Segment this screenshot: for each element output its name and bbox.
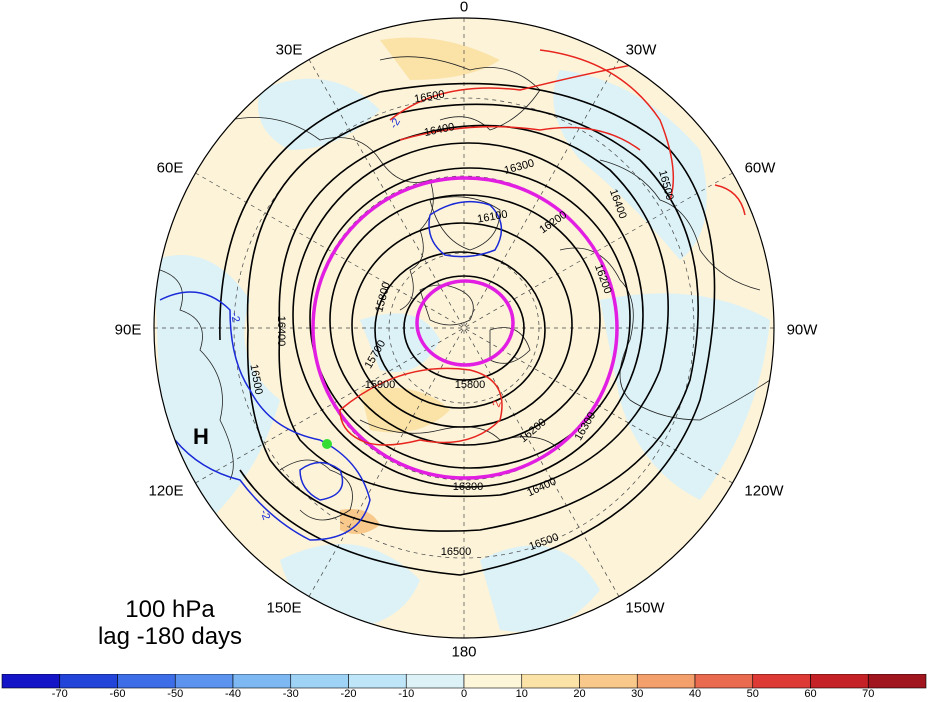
lon-label-30w: 30W — [625, 41, 657, 59]
lon-label-150w: 150W — [625, 599, 665, 617]
highlight-contours — [311, 176, 619, 480]
colorbar — [1, 674, 927, 689]
colorbar-segment — [463, 674, 523, 689]
colorbar-tick-label: 20 — [573, 688, 586, 700]
lon-label-180: 180 — [451, 643, 477, 661]
colorbar-segment — [348, 674, 407, 689]
colorbar-segment — [867, 674, 927, 689]
colorbar-tick-label: 0 — [460, 688, 468, 700]
negative-anomaly-contours — [159, 200, 503, 541]
contour-label: 16500 — [247, 363, 264, 395]
colorbar-segment — [59, 674, 118, 689]
colorbar-segment — [810, 674, 869, 689]
lon-label-60w: 60W — [744, 159, 776, 177]
colorbar-tick-label: -20 — [340, 688, 357, 700]
colorbar-segment — [174, 674, 234, 689]
lon-label-120e: 120E — [148, 482, 184, 500]
lag-caption: lag -180 days — [97, 623, 243, 650]
colorbar-tick-label: -10 — [398, 688, 415, 700]
contour-label: 16100 — [476, 208, 508, 225]
contour-label: -2 — [258, 508, 273, 521]
colorbar-tick-label: 40 — [688, 688, 702, 700]
colorbar-tick-label: -40 — [225, 688, 241, 700]
high-pressure-marker: H — [193, 424, 209, 449]
colorbar-tick-label: -30 — [282, 688, 299, 700]
colorbar-tick-label: 70 — [862, 688, 875, 700]
contour-label: 16300 — [453, 481, 484, 493]
colorbar-tick-label: 50 — [746, 688, 759, 700]
level-caption: 100 hPa — [125, 596, 215, 623]
colorbar-segment — [117, 674, 176, 689]
contour-label: 16400 — [275, 316, 287, 347]
colorbar-segment — [694, 674, 754, 689]
contour-label: 15900 — [365, 379, 396, 391]
colorbar-tick-label: 30 — [631, 688, 644, 700]
contour-label: 2 — [490, 399, 503, 409]
colorbar-segment — [636, 674, 696, 689]
lon-label-60e: 60E — [156, 159, 184, 177]
lon-label-90e: 90E — [114, 321, 142, 339]
colorbar-tick-label: -60 — [109, 688, 126, 700]
colorbar-segment — [521, 674, 580, 689]
colorbar-segment — [752, 674, 811, 689]
colorbar-tick-label: -70 — [51, 688, 68, 700]
lon-label-0: 0 — [459, 0, 469, 16]
colorbar-segment — [290, 674, 349, 689]
contour-label: 16500 — [441, 546, 472, 558]
colorbar-segment — [405, 674, 465, 689]
lon-label-90w: 90W — [786, 321, 818, 339]
colorbar-tick-label: -50 — [167, 688, 184, 700]
location-marker — [322, 439, 332, 449]
colorbar-tick-label: 10 — [515, 688, 528, 700]
contour-label: 16500 — [413, 88, 445, 105]
lon-label-30e: 30E — [275, 41, 303, 59]
lon-label-120w: 120W — [744, 482, 784, 500]
contour-label: -2 — [228, 312, 242, 324]
map-border — [153, 17, 775, 639]
contour-label: 15800 — [455, 379, 486, 391]
colorbar-segment — [232, 674, 292, 689]
colorbar-segment — [579, 674, 638, 689]
lon-label-150e: 150E — [266, 599, 302, 617]
colorbar-tick-label: 60 — [804, 688, 817, 700]
colorbar-segment — [1, 674, 61, 689]
